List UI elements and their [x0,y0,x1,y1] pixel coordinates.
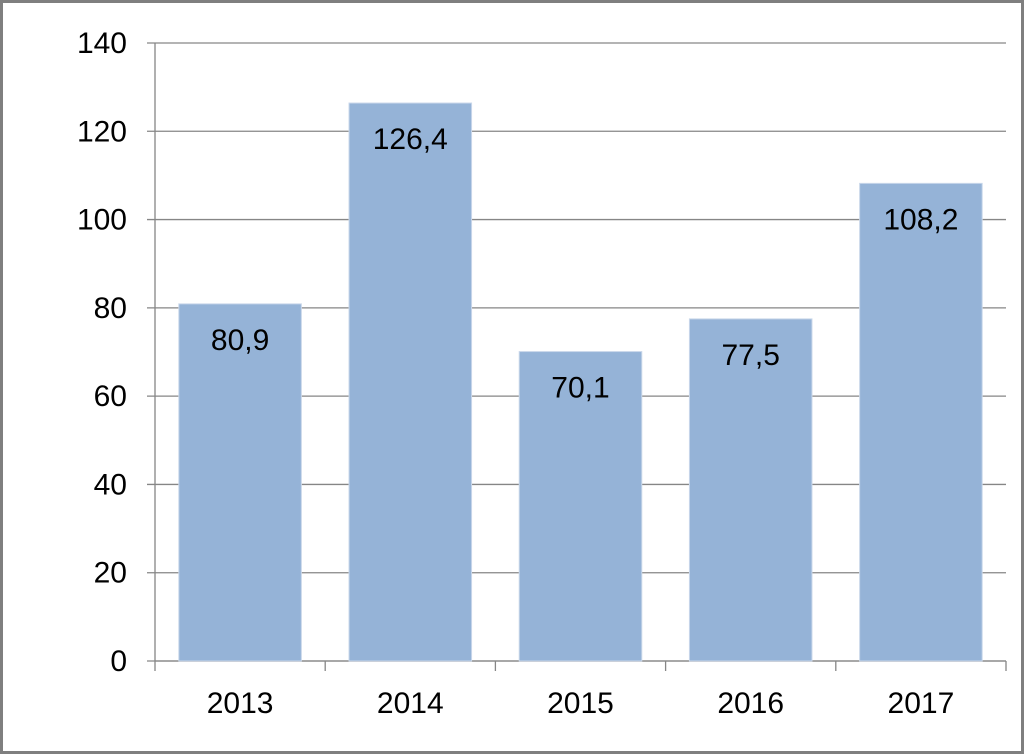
bar-chart: 0 20 40 60 80 100 120 140 80,9 2013 126,4 2014 70,1 2… [77,27,1007,720]
bar [348,102,473,662]
bar [518,351,643,662]
data-label: 126,4 [373,123,448,156]
bar [859,182,983,662]
y-tick-label: 120 [77,115,127,148]
data-label: 80,9 [211,324,269,357]
x-tick-label: 2015 [547,687,614,720]
y-tick-label: 140 [77,27,127,60]
x-tick-label: 2016 [717,687,784,720]
x-tick-label: 2013 [207,687,274,720]
y-tick-label: 100 [77,204,127,237]
data-label: 108,2 [883,203,958,236]
bar [688,318,813,662]
x-tick-label: 2017 [888,687,955,720]
y-tick-label: 40 [94,468,127,501]
y-tick-label: 60 [94,380,127,413]
bar [178,303,302,662]
y-tick-label: 0 [110,645,127,678]
y-tick-label: 80 [94,292,127,325]
y-tick-label: 20 [94,557,127,590]
x-tick-label: 2014 [377,687,444,720]
data-label: 70,1 [551,372,609,405]
data-label: 77,5 [722,339,780,372]
